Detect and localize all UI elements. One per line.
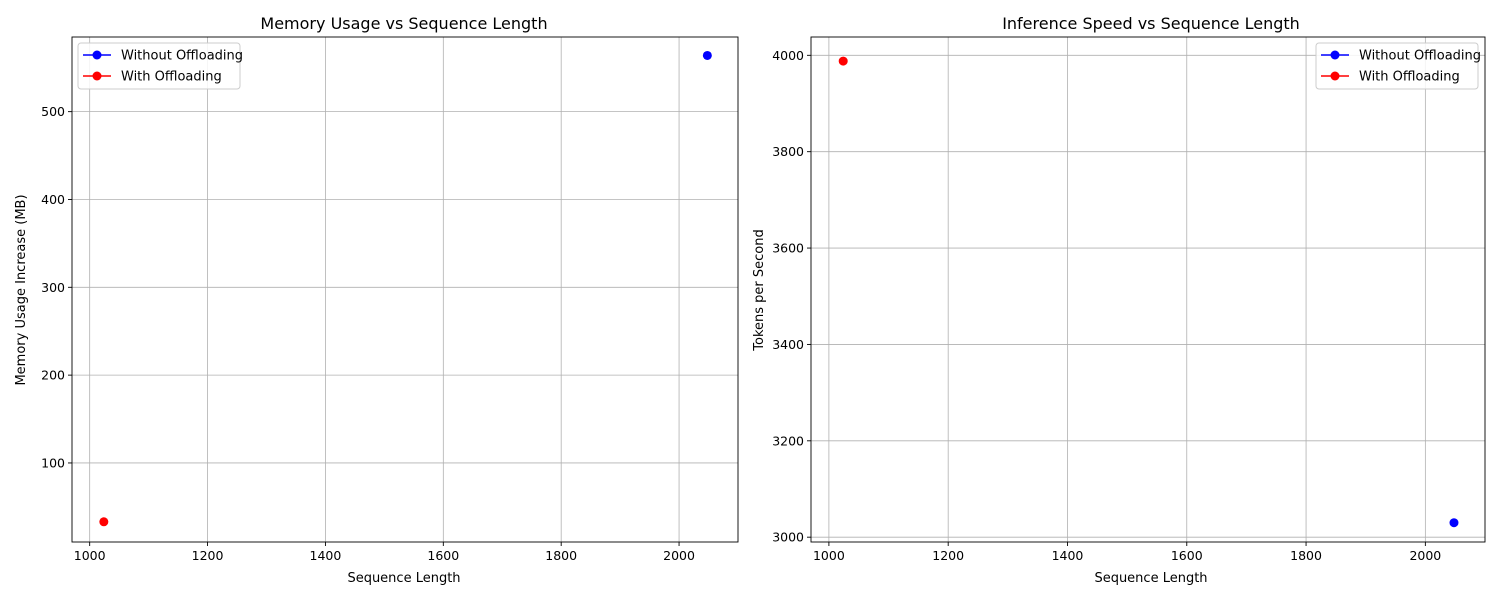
y-tick-label: 3400: [772, 337, 804, 352]
x-tick-label: 1800: [545, 548, 577, 563]
x-tick-label: 1400: [310, 548, 342, 563]
y-tick-label: 300: [41, 280, 65, 295]
y-tick-label: 3600: [772, 241, 804, 256]
legend-label: With Offloading: [121, 70, 222, 85]
legend-label: With Offloading: [1359, 70, 1460, 85]
y-tick-label: 100: [41, 455, 65, 470]
y-axis-label: Memory Usage Increase (MB): [14, 194, 29, 385]
axes-frame: [71, 36, 739, 543]
x-axis-label: Sequence Length: [1094, 571, 1207, 586]
legend: Without Offloading With Offloading: [77, 42, 243, 90]
legend-label: Without Offloading: [1359, 49, 1481, 64]
data-point: [99, 517, 109, 527]
plot-area: 1000 1200 1400 1600 1800 2000 100 200 300 400 500 W…: [41, 36, 739, 563]
y-tick-label: 400: [41, 192, 65, 207]
x-tick-label: 2000: [663, 548, 695, 563]
y-tick-label: 200: [41, 368, 65, 383]
y-tick-label: 500: [41, 104, 65, 119]
legend-marker: [92, 71, 102, 81]
chart-title: Inference Speed vs Sequence Length: [1002, 14, 1300, 33]
memory-usage-chart: Memory Usage vs Sequence Length Sequence…: [14, 14, 739, 586]
plot-area: 1000 1200 1400 1600 1800 2000 3000 3200 3400 3600…: [772, 36, 1486, 563]
y-tick-label: 3800: [772, 144, 804, 159]
data-point: [838, 56, 848, 66]
legend-label: Without Offloading: [121, 49, 243, 64]
y-tick-label: 4000: [772, 48, 804, 63]
x-tick-label: 1000: [74, 548, 106, 563]
x-tick-label: 1200: [192, 548, 224, 563]
x-tick-label: 2000: [1409, 548, 1441, 563]
x-tick-label: 1000: [813, 548, 845, 563]
inference-speed-chart: Inference Speed vs Sequence Length Seque…: [752, 14, 1486, 586]
chart-title: Memory Usage vs Sequence Length: [260, 14, 547, 33]
legend: Without Offloading With Offloading: [1315, 42, 1481, 90]
x-tick-label: 1400: [1052, 548, 1084, 563]
y-tick-label: 3000: [772, 530, 804, 545]
x-axis-label: Sequence Length: [347, 571, 460, 586]
legend-marker: [92, 50, 102, 60]
y-tick-label: 3200: [772, 433, 804, 448]
x-tick-label: 1800: [1290, 548, 1322, 563]
data-point: [702, 50, 712, 60]
legend-marker: [1330, 50, 1340, 60]
legend-marker: [1330, 71, 1340, 81]
x-tick-label: 1600: [1171, 548, 1203, 563]
axes-frame: [810, 36, 1486, 543]
legend-box: [77, 42, 241, 90]
data-point: [1449, 518, 1459, 528]
x-tick-label: 1200: [932, 548, 964, 563]
x-tick-label: 1600: [427, 548, 459, 563]
legend-box: [1315, 42, 1479, 90]
y-axis-label: Tokens per Second: [752, 229, 767, 351]
